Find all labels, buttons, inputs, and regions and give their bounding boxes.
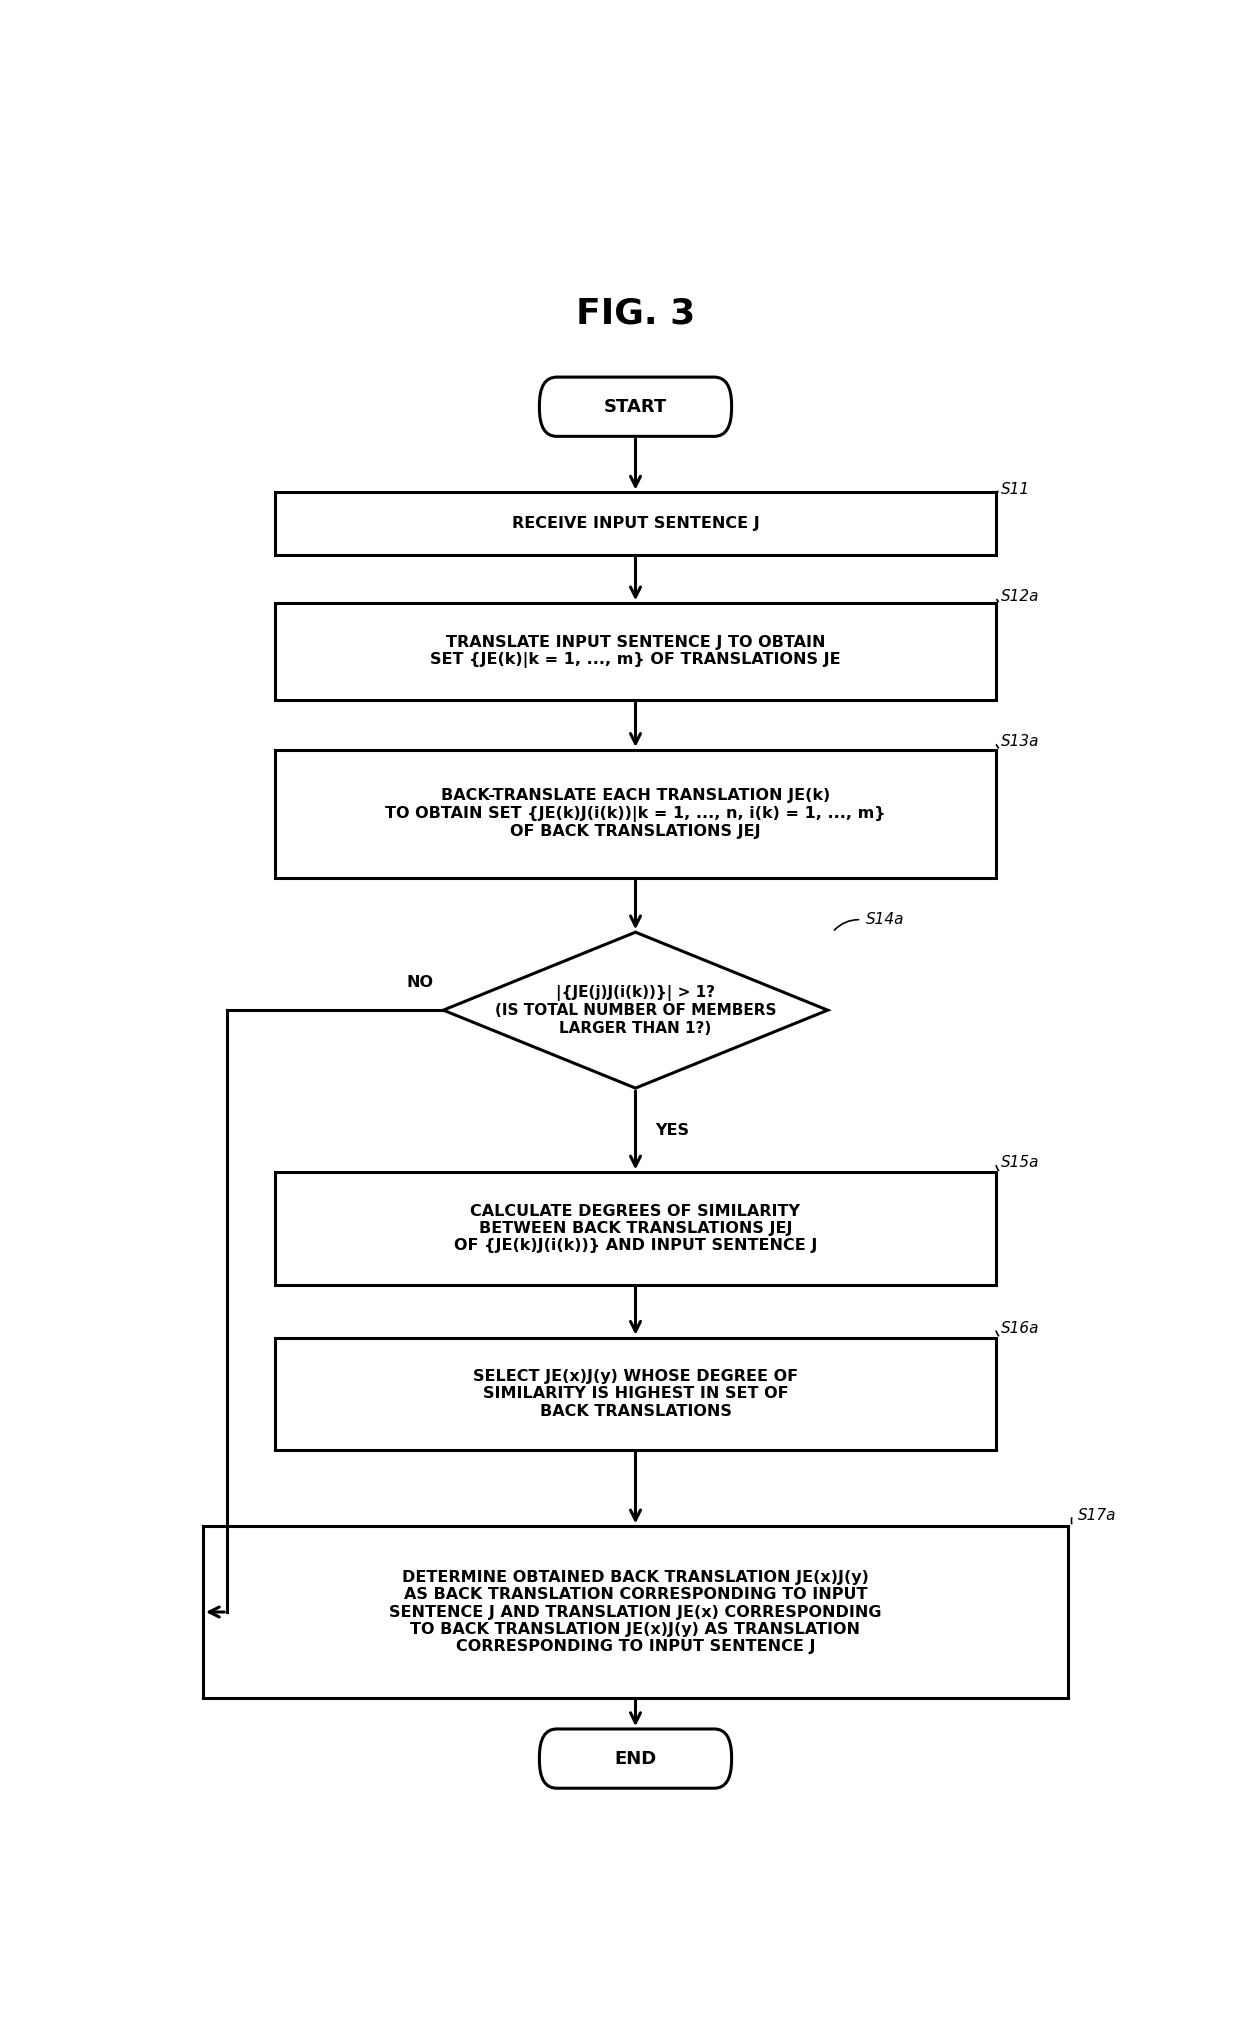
Text: BACK-TRANSLATE EACH TRANSLATION JE(k)
TO OBTAIN SET {JE(k)J(i(k))|k = 1, ..., n,: BACK-TRANSLATE EACH TRANSLATION JE(k) TO… bbox=[386, 788, 885, 838]
Text: S13a: S13a bbox=[1001, 735, 1039, 749]
Text: S17a: S17a bbox=[1078, 1509, 1116, 1523]
Text: YES: YES bbox=[655, 1122, 688, 1138]
FancyBboxPatch shape bbox=[275, 603, 996, 701]
Text: S12a: S12a bbox=[1001, 589, 1039, 603]
Text: NO: NO bbox=[407, 974, 434, 990]
Text: |{JE(j)J(i(k))}| > 1?
(IS TOTAL NUMBER OF MEMBERS
LARGER THAN 1?): |{JE(j)J(i(k))}| > 1? (IS TOTAL NUMBER O… bbox=[495, 984, 776, 1035]
Text: START: START bbox=[604, 397, 667, 415]
Text: FIG. 3: FIG. 3 bbox=[575, 296, 696, 330]
Text: S11: S11 bbox=[1001, 482, 1029, 496]
FancyBboxPatch shape bbox=[539, 1729, 732, 1788]
FancyBboxPatch shape bbox=[275, 1172, 996, 1284]
FancyBboxPatch shape bbox=[203, 1527, 1068, 1697]
Text: END: END bbox=[614, 1750, 657, 1768]
FancyBboxPatch shape bbox=[275, 749, 996, 877]
Text: TRANSLATE INPUT SENTENCE J TO OBTAIN
SET {JE(k)|k = 1, ..., m} OF TRANSLATIONS J: TRANSLATE INPUT SENTENCE J TO OBTAIN SET… bbox=[430, 634, 841, 668]
FancyBboxPatch shape bbox=[275, 492, 996, 555]
FancyBboxPatch shape bbox=[539, 377, 732, 435]
Text: SELECT JE(x)J(y) WHOSE DEGREE OF
SIMILARITY IS HIGHEST IN SET OF
BACK TRANSLATIO: SELECT JE(x)J(y) WHOSE DEGREE OF SIMILAR… bbox=[472, 1369, 799, 1420]
Text: S16a: S16a bbox=[1001, 1320, 1039, 1336]
Text: CALCULATE DEGREES OF SIMILARITY
BETWEEN BACK TRANSLATIONS JEJ
OF {JE(k)J(i(k))} : CALCULATE DEGREES OF SIMILARITY BETWEEN … bbox=[454, 1203, 817, 1253]
Text: S14a: S14a bbox=[866, 911, 905, 927]
Text: DETERMINE OBTAINED BACK TRANSLATION JE(x)J(y)
AS BACK TRANSLATION CORRESPONDING : DETERMINE OBTAINED BACK TRANSLATION JE(x… bbox=[389, 1569, 882, 1654]
Polygon shape bbox=[444, 932, 828, 1087]
FancyBboxPatch shape bbox=[275, 1339, 996, 1450]
Text: S15a: S15a bbox=[1001, 1156, 1039, 1170]
Text: RECEIVE INPUT SENTENCE J: RECEIVE INPUT SENTENCE J bbox=[512, 516, 759, 531]
